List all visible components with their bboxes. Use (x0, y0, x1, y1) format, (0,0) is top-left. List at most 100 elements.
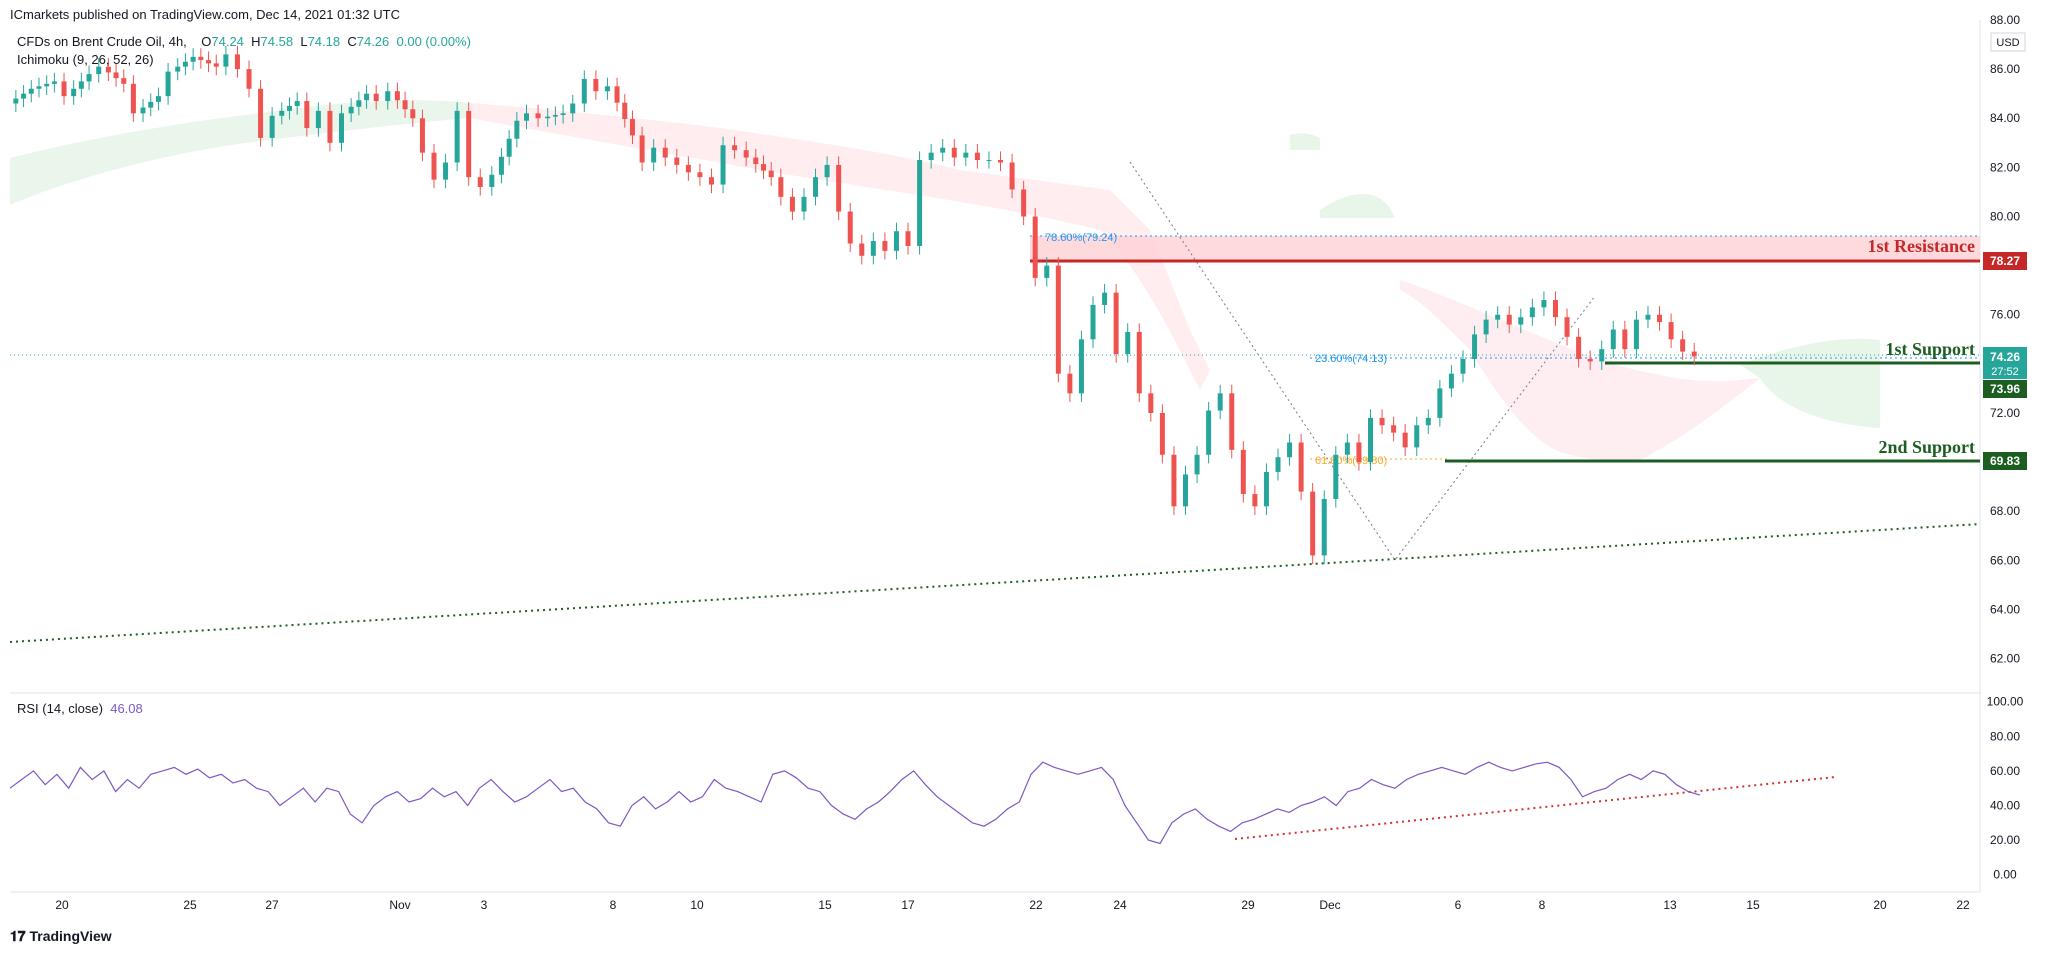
candle-body (697, 172, 703, 178)
rsi-tick-label: 20.00 (1990, 833, 2020, 847)
candle-body (593, 78, 599, 92)
candle-body (28, 88, 34, 94)
candle-body (506, 138, 512, 157)
candle-body (535, 113, 541, 119)
change-value: 0.00 (0.00%) (396, 34, 471, 49)
candle-body (130, 83, 136, 114)
candle-body (1645, 314, 1651, 320)
close-value: 74.26 (356, 34, 390, 49)
price-tick-label: 86.00 (1990, 62, 2020, 76)
candle-body (753, 157, 759, 165)
price-tick-label: 66.00 (1990, 553, 2020, 567)
candle-body (1622, 329, 1628, 350)
candle-body (708, 177, 714, 185)
candle-body (78, 81, 84, 89)
time-tick-label: 15 (1746, 898, 1760, 912)
indicator-label[interactable]: Ichimoku (9, 26, 52, 26) (17, 52, 154, 67)
svg-text:74.26: 74.26 (1990, 350, 2020, 364)
candle-body (1252, 494, 1258, 507)
price-axis: 62.0064.0066.0068.0070.0072.0074.0076.00… (1990, 13, 2020, 666)
price-tick-label: 88.00 (1990, 13, 2020, 27)
candle-body (1448, 373, 1454, 389)
time-tick-label: 22 (1956, 898, 1970, 912)
rsi-value: 46.08 (110, 701, 143, 716)
candle-body (1552, 300, 1558, 318)
candle-body (761, 164, 767, 171)
rsi-tick-label: 100.00 (1987, 695, 2024, 709)
time-tick-label: 25 (183, 898, 197, 912)
candle-body (419, 118, 425, 153)
candle-body (1298, 442, 1304, 492)
candle-body (198, 56, 204, 61)
candle-body (489, 174, 495, 188)
candle-body (373, 93, 379, 102)
candle-body (1529, 307, 1535, 318)
candle-body (1425, 417, 1431, 426)
time-tick-label: 20 (55, 898, 69, 912)
publisher-line: ICmarkets published on TradingView.com, … (10, 7, 400, 22)
candles-group (13, 45, 1697, 565)
candle-body (1506, 314, 1512, 325)
candle-body (155, 96, 161, 102)
rsi-tick-label: 0.00 (1993, 868, 2017, 882)
tradingview-brand[interactable]: 𝟏𝟕 TradingView (10, 928, 112, 945)
fib-78-annotation: 78.60%(79.24) (1045, 232, 1117, 244)
rsi-line (9, 761, 1701, 845)
candle-body (1633, 319, 1639, 350)
svg-text:69.83: 69.83 (1990, 454, 2020, 468)
tradingview-logo-icon: 𝟏𝟕 (10, 928, 26, 944)
support-2-price-tag: 69.83 (1983, 452, 2027, 470)
candle-body (1518, 317, 1524, 325)
candle-body (148, 101, 154, 108)
candle-body (286, 105, 292, 111)
candle-body (477, 177, 483, 188)
time-tick-label: Nov (389, 898, 410, 912)
candle-body (963, 152, 969, 158)
candle-body (71, 88, 77, 97)
candle-body (315, 110, 321, 129)
currency-label: USD (1996, 37, 2019, 49)
candle-body (86, 74, 92, 82)
svg-text:78.27: 78.27 (1990, 254, 2020, 268)
ichimoku-cloud-green-4 (1740, 338, 1880, 428)
candle-body (1206, 410, 1212, 455)
ichimoku-cloud-green-1 (10, 100, 470, 205)
candle-body (870, 241, 876, 256)
candle-body (720, 145, 726, 185)
candle-body (1657, 314, 1663, 323)
candle-body (1217, 393, 1223, 411)
candle-body (1564, 317, 1570, 337)
candle-body (614, 86, 620, 103)
candle-body (629, 119, 635, 136)
candle-body (175, 66, 181, 72)
candle-body (279, 110, 285, 116)
candle-body (1183, 474, 1189, 507)
candle-body (859, 243, 865, 256)
rsi-axis: 0.00 20.00 40.00 60.00 80.00 100.00 (1987, 695, 2024, 882)
time-tick-label: 29 (1241, 898, 1255, 912)
candle-body (213, 63, 219, 67)
candle-body (1287, 442, 1293, 458)
candle-body (662, 147, 668, 158)
low-label: L (300, 34, 308, 49)
candle-body (385, 91, 391, 102)
candle-body (1148, 393, 1154, 413)
time-tick-label: 3 (481, 898, 488, 912)
candle-body (1437, 388, 1443, 418)
candle-body (1021, 189, 1027, 217)
rsi-tick-label: 40.00 (1990, 798, 2020, 812)
rsi-label-line[interactable]: RSI (14, close) 46.08 (17, 701, 143, 716)
candle-body (1460, 358, 1466, 374)
candle-body (234, 54, 240, 70)
support-1-price-tag: 73.96 (1983, 380, 2027, 398)
candle-body (1367, 417, 1373, 463)
candle-body (951, 147, 957, 158)
candle-body (1159, 412, 1165, 455)
candle-body (1044, 265, 1050, 278)
close-label: C (347, 34, 357, 49)
candle-body (1344, 442, 1350, 455)
last-price-tag: 74.26 27:52 (1983, 347, 2027, 379)
candle-body (674, 157, 680, 165)
candle-body (1541, 300, 1547, 308)
